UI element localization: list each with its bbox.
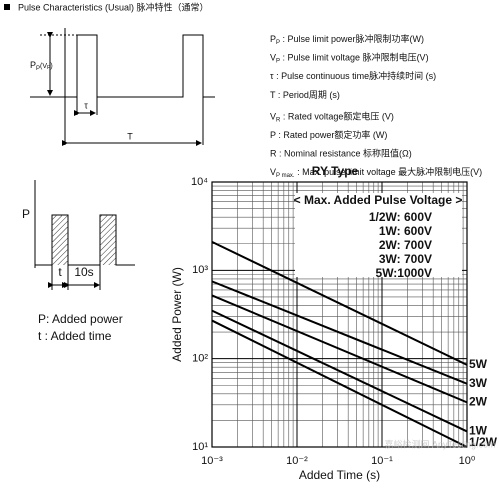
- series-line: [211, 319, 468, 448]
- x-tick-label: 10⁰: [459, 455, 476, 467]
- x-tick-label: 10⁻¹: [371, 455, 393, 467]
- def-text: : Max. pulse limit voltage 最大脉冲限制电压(V): [295, 167, 483, 178]
- series-line: [211, 309, 468, 433]
- watermark: 嘉峪检测网 AnyTesting.com: [384, 438, 495, 449]
- series-label: 1/2W: [469, 435, 498, 449]
- header-title: Pulse Characteristics (Usual) 脉冲特性（通常）: [18, 1, 209, 12]
- def-text: : Nominal resistance 标称阻值(Ω): [277, 148, 412, 159]
- def-text: : Pulse limit voltage 脉冲限制电压(V): [280, 52, 429, 63]
- interval-label: 10s: [74, 265, 93, 279]
- y-tick-label: 10⁴: [191, 176, 208, 188]
- chart-title: RY Type: [312, 164, 359, 178]
- y-tick-label: 10¹: [192, 441, 208, 453]
- legend-row: 5W:1000V: [376, 266, 432, 280]
- def-symbol: P: [270, 34, 276, 44]
- series-line: [211, 240, 468, 366]
- definition: R : Nominal resistance 标称阻值(Ω): [270, 148, 412, 159]
- bullet: [4, 4, 10, 10]
- series-label: 5W: [469, 357, 488, 371]
- legend-box: [295, 193, 462, 277]
- series-line: [211, 294, 468, 404]
- p-label: P: [22, 207, 30, 221]
- def-sub: R: [276, 117, 281, 123]
- def-text: : Pulse continuous time脉冲持续时间 (s): [274, 71, 437, 82]
- definition: VP max. : Max. pulse limit voltage 最大脉冲限…: [270, 167, 482, 179]
- def-symbol: V: [270, 168, 276, 178]
- legend-title: < Max. Added Pulse Voltage >: [294, 193, 463, 207]
- legend-row: 1/2W: 600V: [369, 210, 432, 224]
- def-sub: P: [276, 58, 280, 64]
- def-symbol: T: [270, 90, 276, 100]
- chart: 10⁻³ 10⁻² 10⁻¹ 10⁰ 10¹ 10² 10³ 10⁴ RY Type Added …: [170, 164, 498, 482]
- y-tick-label: 10²: [192, 353, 208, 365]
- def-text: : Period周期 (s): [275, 90, 340, 100]
- pulse-waveform: [30, 28, 215, 146]
- note-t: t : Added time: [38, 329, 112, 343]
- definition: VP : Pulse limit voltage 脉冲限制电压(V): [270, 52, 429, 64]
- def-symbol: τ: [270, 72, 274, 82]
- definition: T : Period周期 (s): [270, 90, 340, 100]
- amplitude-label: PP(VP): [30, 60, 53, 71]
- legend-row: 2W: 700V: [379, 238, 432, 252]
- def-sub: P max.: [276, 173, 295, 179]
- def-symbol: V: [270, 112, 276, 122]
- legend-row: 3W: 700V: [379, 252, 432, 266]
- series-label: 3W: [469, 376, 488, 390]
- width-label: τ: [84, 100, 88, 110]
- def-sub: P: [276, 40, 280, 46]
- legend-row: 1W: 600V: [379, 224, 432, 238]
- note-p: P: Added power: [38, 312, 123, 326]
- y-tick-label: 10³: [192, 264, 208, 276]
- test-waveform: [34, 180, 135, 290]
- x-tick-label: 10⁻³: [201, 455, 223, 467]
- definitions: PP : Pulse limit power脉冲限制功率(W)VP : Puls…: [270, 33, 482, 178]
- def-symbol: R: [270, 149, 277, 159]
- definition: PP : Pulse limit power脉冲限制功率(W): [270, 33, 424, 45]
- definition: P : Rated power额定功率 (W): [270, 129, 387, 140]
- x-axis-label: Added Time (s): [299, 468, 380, 482]
- def-text: : Pulse limit power脉冲限制功率(W): [280, 33, 424, 44]
- series-line: [211, 280, 468, 385]
- def-text: : Rated voltage额定电压 (V): [280, 111, 394, 122]
- t-label: t: [58, 265, 62, 279]
- definition: VR : Rated voltage额定电压 (V): [270, 111, 394, 123]
- series-label: 2W: [469, 395, 488, 409]
- def-symbol: V: [270, 53, 276, 63]
- x-tick-label: 10⁻²: [286, 455, 308, 467]
- y-axis-label: Added Power (W): [170, 267, 184, 362]
- def-symbol: P: [270, 130, 276, 140]
- def-text: : Rated power额定功率 (W): [276, 129, 388, 140]
- definition: τ : Pulse continuous time脉冲持续时间 (s): [270, 71, 436, 82]
- period-label: T: [127, 131, 133, 141]
- series-label: 1W: [469, 424, 488, 438]
